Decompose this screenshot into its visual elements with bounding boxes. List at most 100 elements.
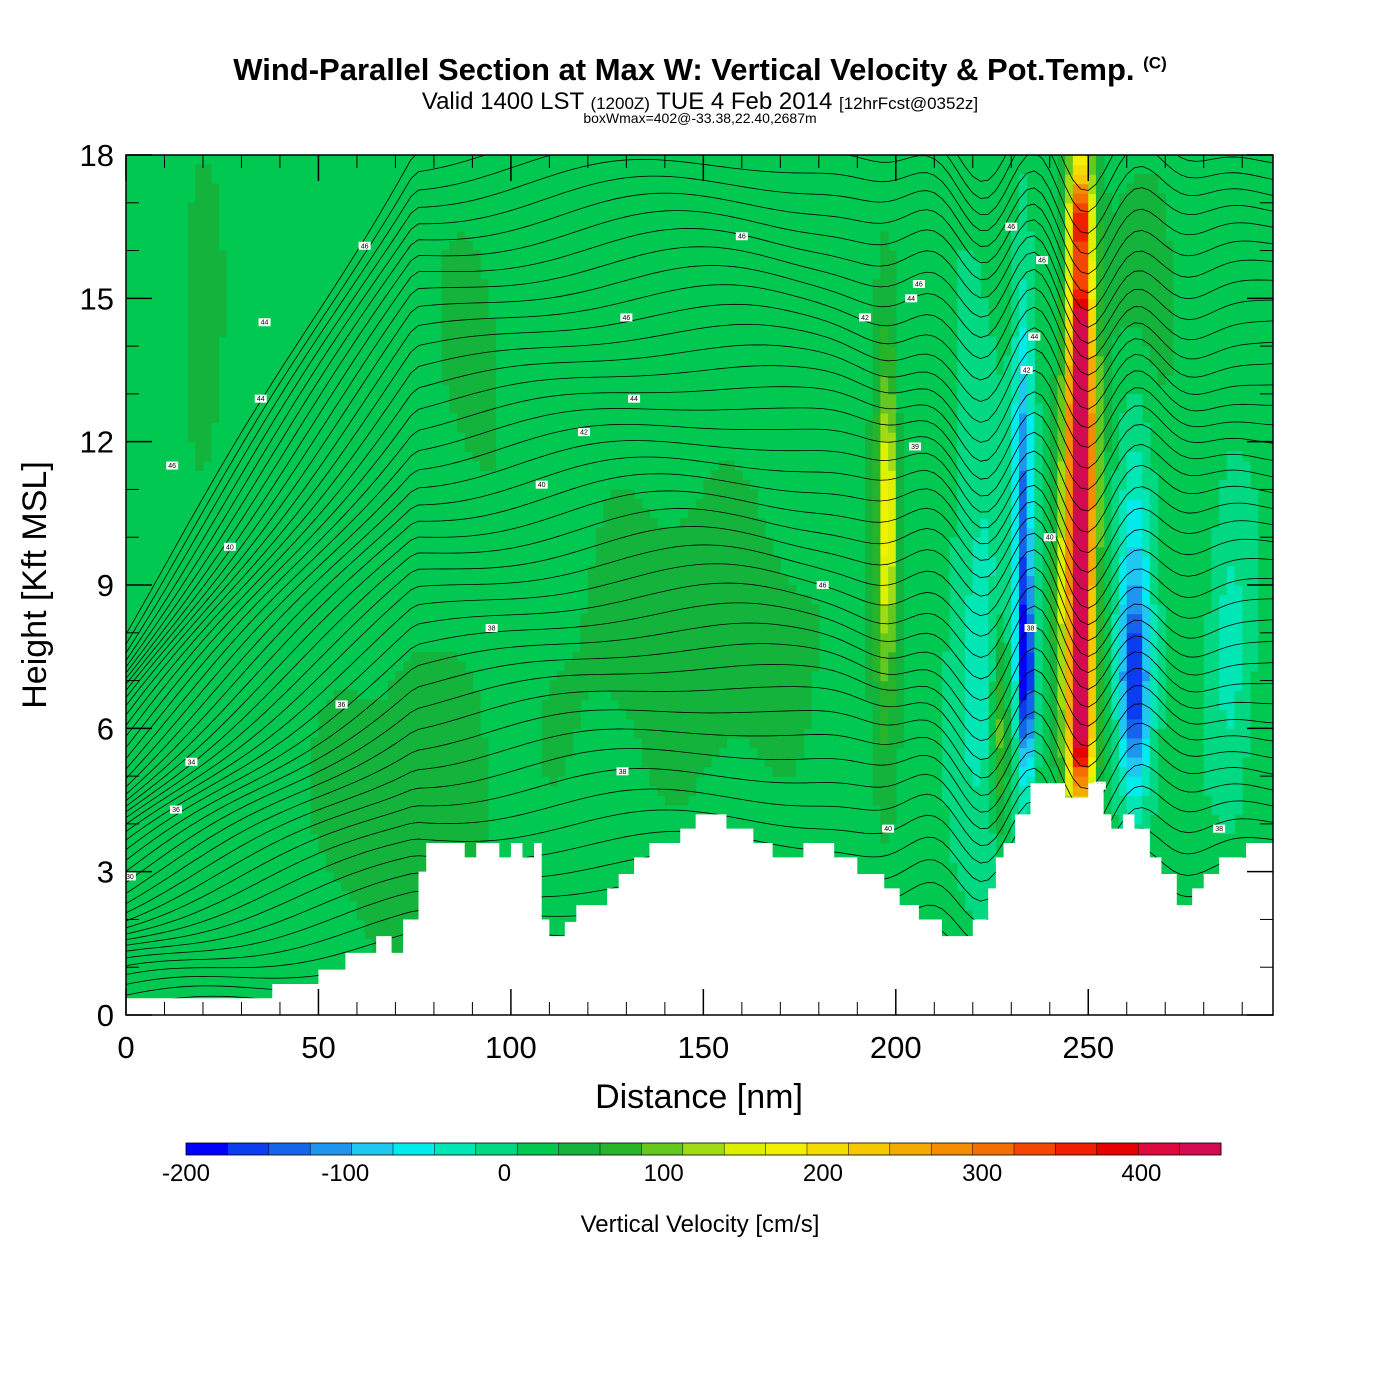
heatmap-cell — [187, 355, 196, 366]
heatmap-cell — [549, 718, 558, 729]
heatmap-cell — [1034, 699, 1043, 710]
heatmap-cell — [949, 623, 958, 634]
heatmap-cell — [395, 881, 404, 892]
heatmap-cell — [1011, 241, 1020, 252]
heatmap-cell — [1088, 613, 1097, 624]
heatmap-cell — [972, 317, 982, 328]
heatmap-cell — [1242, 479, 1251, 491]
heatmap-cell — [1226, 795, 1236, 806]
heatmap-cell — [641, 680, 651, 691]
heatmap-cell — [672, 709, 681, 720]
heatmap-cell — [472, 260, 481, 271]
heatmap-cell — [1219, 690, 1228, 701]
heatmap-cell — [618, 585, 627, 596]
heatmap-cell — [433, 661, 443, 672]
heatmap-cell — [957, 537, 966, 548]
heatmap-cell — [1095, 193, 1105, 204]
heatmap-cell — [1219, 804, 1228, 815]
heatmap-cell — [1119, 279, 1128, 290]
heatmap-cell — [1080, 747, 1089, 758]
heatmap-cell — [1011, 489, 1020, 500]
heatmap-cell — [1026, 594, 1035, 605]
heatmap-cell — [1219, 489, 1228, 500]
heatmap-cell — [1057, 221, 1066, 233]
heatmap-cell — [457, 413, 466, 424]
heatmap-cell — [1219, 594, 1228, 605]
theta-contour-line — [126, 303, 1273, 716]
heatmap-cell — [687, 546, 697, 557]
heatmap-cell — [310, 737, 320, 749]
heatmap-cell — [1134, 585, 1143, 596]
colorbar-swatch — [1014, 1143, 1056, 1155]
heatmap-cell — [1126, 288, 1136, 299]
heatmap-cell — [780, 632, 789, 643]
heatmap-cell — [957, 623, 966, 634]
heatmap-cell — [356, 699, 366, 710]
heatmap-cell — [718, 556, 728, 567]
heatmap-cell — [1119, 317, 1128, 328]
heatmap-cell — [895, 460, 905, 471]
heatmap-cell — [949, 785, 958, 796]
heatmap-cell — [680, 757, 689, 768]
heatmap-cell — [726, 613, 735, 624]
heatmap-cell — [603, 556, 612, 567]
heatmap-cell — [880, 508, 889, 519]
heatmap-cell — [949, 737, 958, 749]
heatmap-cell — [795, 613, 805, 624]
heatmap-cell — [995, 537, 1005, 548]
heatmap-cell — [356, 814, 366, 825]
heatmap-cell — [326, 757, 335, 768]
heatmap-cell — [888, 288, 897, 299]
heatmap-cell — [318, 757, 327, 768]
heatmap-cell — [1026, 327, 1035, 338]
heatmap-cell — [356, 843, 366, 854]
heatmap-cell — [1226, 470, 1236, 481]
heatmap-cell — [965, 527, 974, 538]
theta-label-bg — [1020, 366, 1033, 374]
heatmap-cell — [1119, 460, 1128, 471]
heatmap-cell — [972, 527, 982, 538]
heatmap-cell — [187, 384, 196, 395]
heatmap-cell — [1026, 709, 1035, 720]
heatmap-cell — [1034, 604, 1043, 615]
heatmap-cell — [1011, 527, 1020, 538]
heatmap-cell — [880, 546, 889, 557]
heatmap-cell — [1149, 537, 1159, 548]
heatmap-cell — [472, 384, 481, 395]
heatmap-cell — [1242, 661, 1251, 672]
heatmap-cell — [1134, 766, 1143, 777]
heatmap-cell — [888, 489, 897, 500]
heatmap-cell — [364, 728, 373, 739]
heatmap-cell — [1018, 202, 1028, 213]
heatmap-cell — [995, 393, 1005, 405]
heatmap-cell — [1018, 346, 1028, 357]
heatmap-cell — [318, 718, 327, 729]
heatmap-cell — [210, 317, 219, 328]
heatmap-cell — [949, 556, 958, 567]
heatmap-cell — [1080, 451, 1089, 462]
heatmap-cell — [641, 651, 651, 663]
heatmap-cell — [1134, 288, 1143, 299]
heatmap-cell — [418, 795, 427, 806]
heatmap-cell — [426, 814, 435, 825]
heatmap-cell — [811, 651, 820, 663]
heatmap-cell — [310, 776, 320, 787]
heatmap-cell — [1003, 556, 1012, 567]
heatmap-cell — [1057, 174, 1066, 185]
heatmap-cell — [980, 441, 989, 452]
colorbar-swatch — [1096, 1143, 1139, 1155]
heatmap-cell — [326, 766, 335, 777]
heatmap-cell — [1234, 728, 1243, 739]
heatmap-cell — [487, 403, 497, 414]
heatmap-cell — [1157, 374, 1166, 385]
heatmap-cell — [349, 890, 358, 901]
heatmap-cell — [1095, 661, 1105, 672]
heatmap-cell — [449, 699, 458, 710]
heatmap-cell — [888, 422, 897, 433]
heatmap-cell — [1119, 432, 1128, 443]
heatmap-cell — [888, 651, 897, 663]
heatmap-cell — [757, 671, 766, 682]
valid-time-utc: (1200Z) — [590, 94, 650, 113]
heatmap-cell — [980, 737, 989, 749]
heatmap-cell — [433, 823, 443, 835]
